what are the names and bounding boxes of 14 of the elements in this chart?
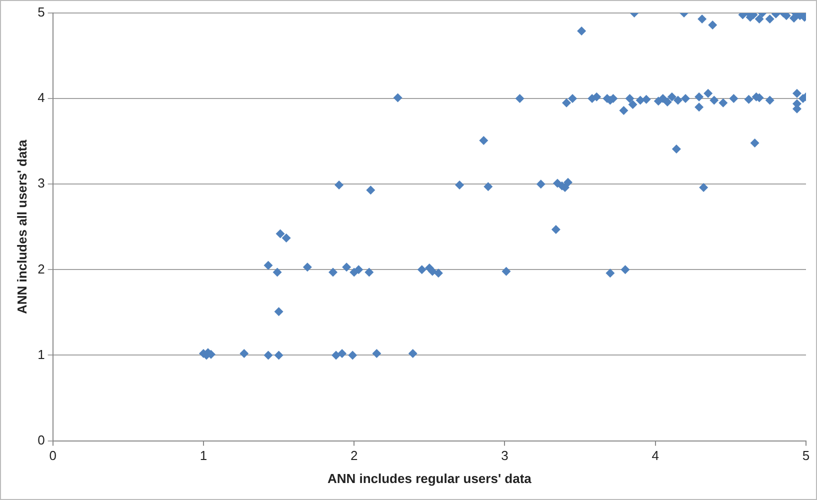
x-tick-label: 0 xyxy=(49,448,56,464)
y-tick-label: 4 xyxy=(38,90,45,106)
x-tick-label: 2 xyxy=(350,448,358,464)
x-tick-label: 3 xyxy=(501,448,508,464)
x-axis-title: ANN includes regular users' data xyxy=(327,470,532,486)
x-tick-label: 1 xyxy=(200,448,208,464)
y-axis-title: ANN includes all users' data xyxy=(14,138,30,314)
x-tick-label: 5 xyxy=(802,448,810,464)
y-tick-label: 2 xyxy=(38,261,45,276)
y-tick-label: 3 xyxy=(38,176,45,191)
y-tick-label: 5 xyxy=(38,4,45,20)
x-tick-label: 4 xyxy=(652,448,659,464)
y-tick-label: 1 xyxy=(38,346,45,362)
y-tick-label: 0 xyxy=(38,432,45,448)
